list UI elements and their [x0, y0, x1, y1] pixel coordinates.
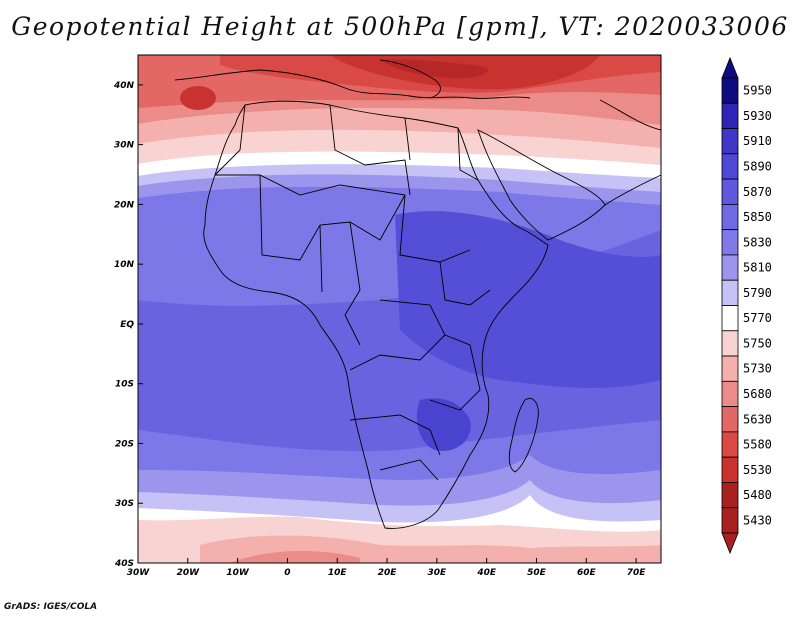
- lon-label: 0: [284, 568, 290, 578]
- lon-label: 20W: [177, 568, 201, 578]
- lat-label: 30S: [115, 499, 134, 509]
- colorbar-label: 5870: [743, 185, 772, 199]
- colorbar-swatch: [721, 178, 739, 205]
- lat-label: 20N: [114, 200, 135, 210]
- colorbar-label: 5810: [743, 261, 772, 275]
- lon-label: 60E: [577, 568, 597, 578]
- colorbar-swatch: [721, 355, 739, 382]
- colorbar-swatch: [721, 279, 739, 306]
- colorbar-swatch: [721, 380, 739, 408]
- colorbar-label: 5530: [743, 463, 772, 477]
- colorbar-swatch: [721, 203, 739, 231]
- colorbar-swatch: [721, 431, 739, 458]
- colorbar-label: 5790: [743, 286, 772, 300]
- colorbar-label: 5910: [743, 134, 772, 148]
- colorbar-swatch: [721, 77, 739, 104]
- colorbar-label: 5770: [743, 311, 772, 325]
- colorbar-label: 5930: [743, 109, 772, 123]
- height-field: [138, 55, 661, 563]
- colorbar-swatch: [721, 102, 739, 129]
- lat-label: EQ: [120, 320, 134, 330]
- colorbar-label: 5850: [743, 210, 772, 224]
- longitude-axis: 30W 20W 10W 0 10E 20E 30E 40E 50E 60E 70E: [127, 558, 647, 578]
- colorbar-label: 5950: [743, 84, 772, 98]
- colorbar-swatch: [721, 153, 739, 180]
- lon-label: 10E: [328, 568, 348, 578]
- colorbar-label: 5430: [743, 513, 772, 527]
- colorbar-swatch: [721, 330, 739, 357]
- lon-label: 40E: [476, 568, 497, 578]
- colorbar-label: 5580: [743, 438, 772, 452]
- colorbar-label: 5830: [743, 235, 772, 249]
- colorbar-label: 5890: [743, 159, 772, 173]
- lon-label: 20E: [378, 568, 398, 578]
- lat-label: 40S: [114, 559, 134, 569]
- colorbar-label: 5480: [743, 488, 772, 502]
- colorbar-label: 5730: [743, 362, 772, 376]
- colorbar-swatch: [721, 507, 739, 534]
- lat-label: 10N: [114, 260, 135, 270]
- lon-label: 50E: [527, 568, 547, 578]
- colorbar-label: 5750: [743, 336, 772, 350]
- lon-label: 10W: [226, 568, 250, 578]
- map-title: Geopotential Height at 500hPa [gpm], VT:…: [11, 12, 789, 41]
- coastlines: [174, 59, 662, 529]
- colorbar-swatch: [721, 254, 739, 281]
- colorbar-swatch: [721, 406, 739, 433]
- colorbar-swatch: [721, 305, 739, 332]
- colorbar: 5950 5930 5910 5890 5870 5850 5830 5810 5790 5770…: [721, 56, 772, 555]
- colorbar-top-arrow: [721, 56, 739, 79]
- colorbar-swatch: [721, 128, 739, 155]
- colorbar-label: 5630: [743, 412, 772, 426]
- lat-label: 20S: [115, 439, 134, 449]
- lon-label: 70E: [627, 568, 647, 578]
- latitude-axis: 40N 30N 20N 10N EQ 10S 20S 30S 40S: [113, 81, 143, 569]
- colorbar-swatch: [721, 456, 739, 483]
- colorbar-swatch: [721, 482, 739, 509]
- colorbar-bottom-arrow: [721, 532, 739, 555]
- lon-label: 30W: [127, 568, 151, 578]
- grads-credit: GrADS: IGES/COLA: [4, 602, 98, 612]
- map-frame: [137, 54, 662, 564]
- colorbar-swatch: [721, 229, 739, 256]
- lat-label: 40N: [113, 81, 135, 91]
- lat-label: 10S: [115, 380, 134, 390]
- lon-label: 30E: [428, 568, 448, 578]
- colorbar-label: 5680: [743, 387, 772, 401]
- lat-label: 30N: [114, 141, 135, 151]
